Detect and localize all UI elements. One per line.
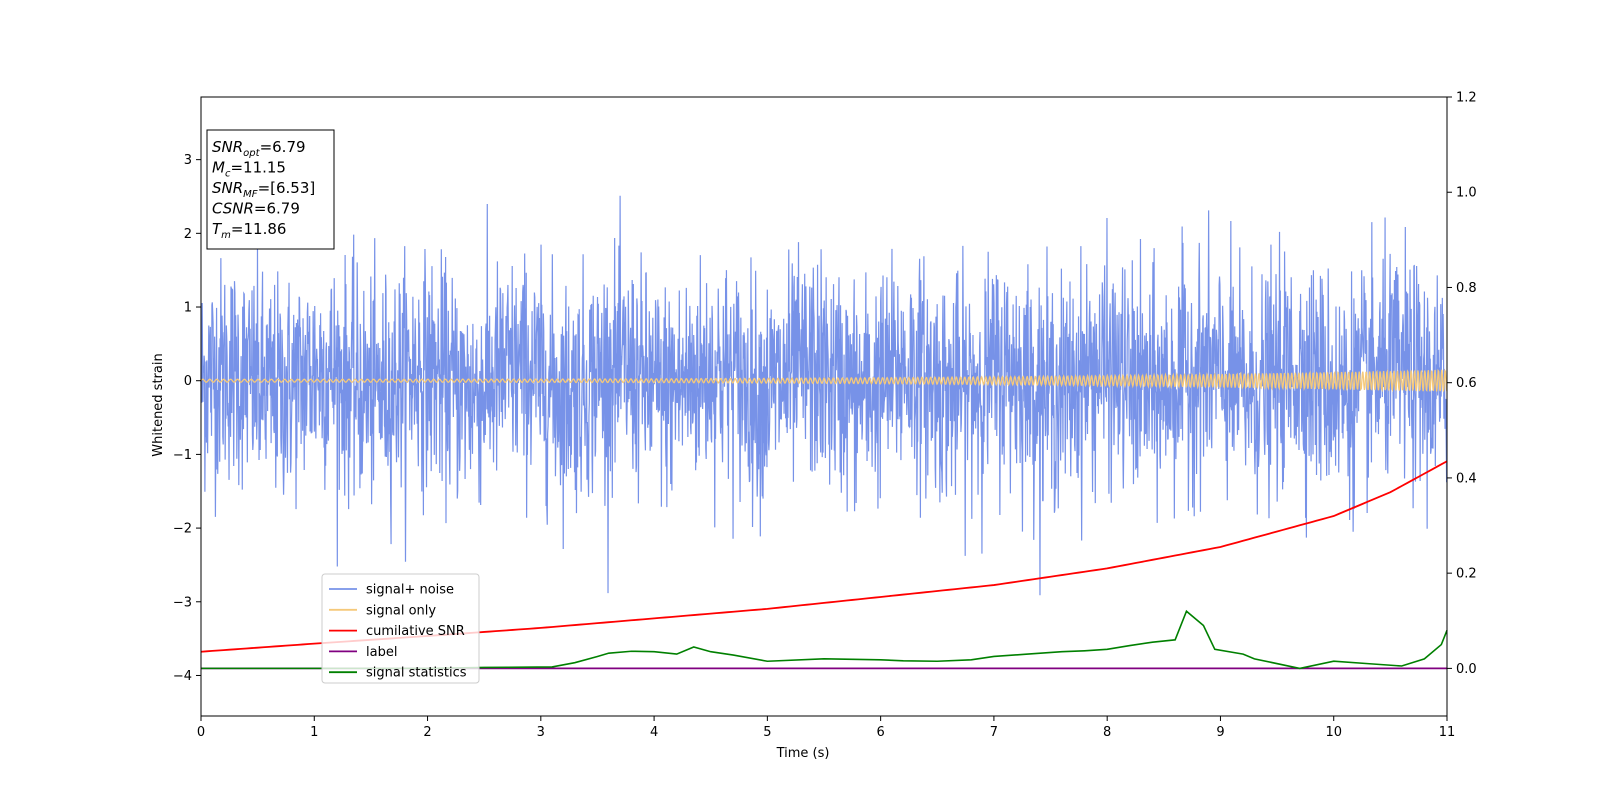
series-signal-statistics bbox=[201, 609, 1448, 670]
x-tick-label: 1 bbox=[310, 725, 318, 740]
y2-tick-label: 1.2 bbox=[1456, 91, 1477, 106]
x-tick-label: 0 bbox=[197, 725, 205, 740]
y2-tick-label: 0.2 bbox=[1456, 567, 1477, 582]
x-tick-label: 9 bbox=[1216, 725, 1224, 740]
x-tick-label: 6 bbox=[876, 725, 884, 740]
series-signal-noise bbox=[201, 195, 1447, 596]
series-signal-only bbox=[201, 368, 1447, 393]
y-tick-label: 2 bbox=[184, 227, 192, 242]
x-tick-label: 5 bbox=[763, 725, 771, 740]
y2-tick-label: 0.6 bbox=[1456, 376, 1477, 391]
y-tick-label: −1 bbox=[173, 448, 192, 463]
annotation-frame bbox=[206, 129, 335, 250]
y-tick-label: −2 bbox=[173, 522, 192, 537]
legend-frame bbox=[321, 573, 480, 684]
y2-tick-label: 0.0 bbox=[1456, 662, 1477, 677]
y2-tick-label: 0.4 bbox=[1456, 471, 1477, 486]
y-tick-label: 0 bbox=[184, 374, 192, 389]
plot-frame bbox=[200, 96, 1448, 717]
y-tick-label: −4 bbox=[173, 669, 192, 684]
legend-entry: signal only bbox=[366, 603, 436, 618]
x-tick-label: 7 bbox=[990, 725, 998, 740]
x-axis: 0 1 2 3 4 5 6 7 8 9 10 11 bbox=[197, 716, 1455, 740]
legend-entry: label bbox=[366, 645, 397, 660]
x-tick-label: 2 bbox=[423, 725, 431, 740]
y-axis-label: Whitened strain bbox=[151, 353, 166, 456]
legend-entry: cumilative SNR bbox=[366, 624, 465, 639]
y2-tick-label: 0.8 bbox=[1456, 281, 1477, 296]
y-axis-left: 3 2 1 0 −1 −2 −3 −4 bbox=[173, 153, 201, 684]
x-tick-label: 3 bbox=[537, 725, 545, 740]
x-axis-label: Time (s) bbox=[776, 746, 830, 761]
annotation-line: Mc=11.15 bbox=[212, 159, 286, 180]
annotation-line: Tm=11.86 bbox=[212, 220, 286, 241]
annotation-line: CSNR=6.79 bbox=[212, 200, 300, 218]
y-axis-right: 1.2 1.0 0.8 0.6 0.4 0.2 0.0 bbox=[1447, 91, 1477, 677]
annotation-line: SNRMF=[6.53] bbox=[212, 179, 315, 200]
x-tick-label: 10 bbox=[1325, 725, 1342, 740]
y-tick-label: 3 bbox=[184, 153, 192, 168]
x-tick-label: 8 bbox=[1103, 725, 1111, 740]
annotation-box: SNRopt=6.79Mc=11.15SNRMF=[6.53]CSNR=6.79… bbox=[206, 129, 335, 250]
y-tick-label: −3 bbox=[173, 595, 192, 610]
line-signal-only bbox=[201, 368, 1447, 393]
y-tick-label: 1 bbox=[184, 301, 192, 316]
legend: signal+ noise signal only cumilative SNR la… bbox=[321, 573, 480, 684]
legend-entry: signal+ noise bbox=[366, 583, 454, 598]
legend-entry: signal statistics bbox=[366, 666, 467, 681]
line-signal-statistics bbox=[201, 609, 1448, 670]
y2-tick-label: 1.0 bbox=[1456, 186, 1477, 201]
x-tick-label: 4 bbox=[650, 725, 658, 740]
annotation-line: SNRopt=6.79 bbox=[212, 138, 306, 159]
x-tick-label: 11 bbox=[1439, 725, 1456, 740]
line-signal-noise bbox=[201, 195, 1447, 596]
